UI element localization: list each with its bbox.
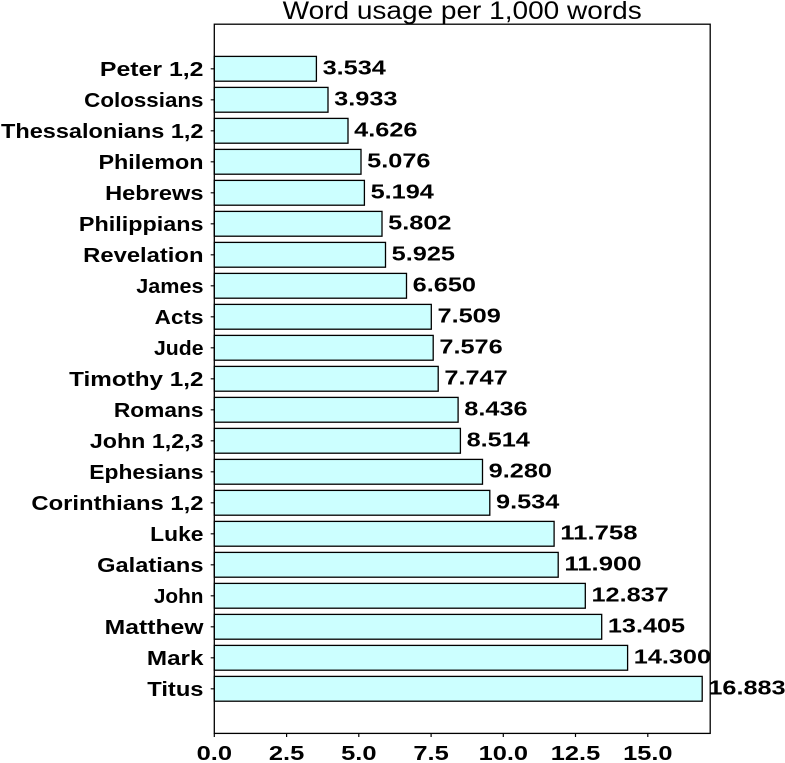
svg-text:3.933: 3.933 — [334, 89, 397, 111]
svg-text:Galatians: Galatians — [97, 555, 203, 577]
svg-text:12.837: 12.837 — [592, 585, 669, 607]
svg-text:Matthew: Matthew — [105, 617, 204, 639]
svg-text:5.802: 5.802 — [388, 213, 451, 235]
svg-text:Timothy 1,2: Timothy 1,2 — [69, 369, 203, 391]
svg-text:9.280: 9.280 — [489, 461, 552, 483]
svg-text:Corinthians 1,2: Corinthians 1,2 — [31, 493, 203, 515]
svg-text:6.650: 6.650 — [413, 275, 476, 297]
svg-text:James: James — [136, 276, 203, 298]
svg-text:8.436: 8.436 — [464, 399, 527, 421]
svg-text:3.534: 3.534 — [323, 58, 387, 80]
svg-text:Titus: Titus — [147, 679, 203, 701]
svg-text:Thessalonians 1,2: Thessalonians 1,2 — [1, 121, 204, 143]
svg-text:5.076: 5.076 — [367, 151, 430, 173]
svg-text:5.194: 5.194 — [371, 182, 435, 204]
svg-text:11.900: 11.900 — [564, 554, 641, 576]
svg-text:Romans: Romans — [114, 400, 204, 422]
svg-text:0.0: 0.0 — [197, 743, 232, 763]
svg-text:4.626: 4.626 — [354, 120, 417, 142]
svg-text:Revelation: Revelation — [83, 245, 203, 267]
svg-text:10.0: 10.0 — [479, 743, 528, 763]
svg-text:11.758: 11.758 — [560, 523, 637, 545]
svg-text:7.509: 7.509 — [438, 306, 501, 328]
svg-text:2.5: 2.5 — [269, 743, 304, 763]
svg-text:Philippians: Philippians — [79, 214, 204, 236]
svg-text:John 1,2,3: John 1,2,3 — [90, 431, 204, 453]
svg-text:Hebrews: Hebrews — [105, 183, 203, 205]
svg-text:John: John — [154, 586, 204, 608]
svg-text:Mark: Mark — [147, 648, 205, 670]
svg-text:Peter 1,2: Peter 1,2 — [100, 59, 204, 81]
svg-text:5.925: 5.925 — [392, 244, 455, 266]
svg-text:7.576: 7.576 — [439, 337, 502, 359]
svg-text:Philemon: Philemon — [99, 152, 204, 174]
svg-text:Jude: Jude — [154, 338, 204, 360]
svg-text:7.5: 7.5 — [413, 743, 448, 763]
svg-text:8.514: 8.514 — [467, 430, 531, 452]
svg-text:Colossians: Colossians — [84, 90, 203, 112]
svg-text:Acts: Acts — [155, 307, 204, 329]
svg-text:15.0: 15.0 — [623, 743, 672, 763]
svg-text:Luke: Luke — [150, 524, 203, 546]
svg-text:13.405: 13.405 — [608, 616, 685, 638]
svg-text:Word usage per 1,000 words: Word usage per 1,000 words — [283, 0, 642, 25]
svg-text:14.300: 14.300 — [634, 647, 711, 669]
svg-text:7.747: 7.747 — [444, 368, 507, 390]
svg-text:Ephesians: Ephesians — [89, 462, 203, 484]
svg-text:9.534: 9.534 — [496, 492, 560, 514]
svg-text:5.0: 5.0 — [341, 743, 376, 763]
svg-text:12.5: 12.5 — [551, 743, 600, 763]
svg-text:16.883: 16.883 — [708, 678, 785, 700]
